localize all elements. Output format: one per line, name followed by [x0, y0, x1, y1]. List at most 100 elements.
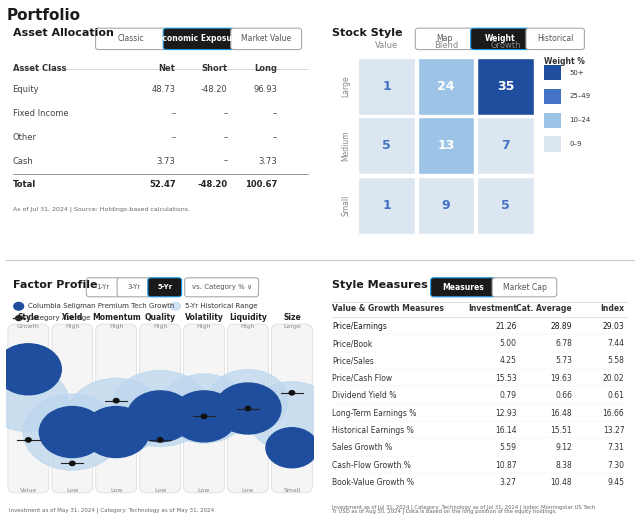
Text: High: High — [109, 324, 124, 329]
Text: 15.53: 15.53 — [495, 374, 516, 383]
FancyBboxPatch shape — [185, 278, 259, 297]
Text: Measures: Measures — [442, 283, 484, 292]
FancyBboxPatch shape — [418, 117, 474, 174]
Text: 20.02: 20.02 — [603, 374, 625, 383]
FancyBboxPatch shape — [358, 117, 415, 174]
Text: 0–9: 0–9 — [569, 141, 582, 147]
Text: 0.79: 0.79 — [500, 391, 516, 400]
Text: 16.66: 16.66 — [603, 409, 625, 418]
Text: High: High — [65, 324, 79, 329]
Text: Short: Short — [202, 64, 228, 73]
Circle shape — [23, 394, 122, 470]
Text: Blend: Blend — [434, 41, 458, 49]
Text: Category Average: Category Average — [28, 315, 90, 321]
Text: 96.93: 96.93 — [253, 85, 277, 94]
Text: 24: 24 — [437, 80, 455, 93]
Text: 9.12: 9.12 — [556, 443, 572, 452]
FancyBboxPatch shape — [271, 324, 312, 493]
Text: Market Cap: Market Cap — [502, 283, 547, 292]
FancyBboxPatch shape — [526, 28, 584, 49]
Text: Momentum: Momentum — [92, 313, 141, 322]
Text: 3.73: 3.73 — [157, 157, 175, 166]
Text: Other: Other — [13, 133, 36, 142]
Text: Volatility: Volatility — [184, 313, 223, 322]
Circle shape — [289, 391, 294, 395]
FancyBboxPatch shape — [418, 177, 474, 234]
Text: Historical Earnings %: Historical Earnings % — [332, 426, 414, 435]
Text: 5.59: 5.59 — [500, 443, 516, 452]
Text: 5-Yr Historical Range: 5-Yr Historical Range — [185, 304, 257, 309]
Text: As of Jul 31, 2024 | Source: Holdings-based calculations.: As of Jul 31, 2024 | Source: Holdings-ba… — [13, 207, 189, 212]
FancyBboxPatch shape — [52, 324, 93, 493]
Text: 9.45: 9.45 — [607, 478, 625, 487]
Circle shape — [70, 461, 75, 466]
Text: Yield: Yield — [61, 313, 83, 322]
Text: Portfolio: Portfolio — [6, 8, 81, 23]
Circle shape — [215, 383, 281, 434]
Text: 10–24: 10–24 — [569, 117, 590, 123]
Text: –: – — [223, 133, 228, 142]
FancyBboxPatch shape — [358, 58, 415, 115]
Text: –: – — [273, 133, 277, 142]
Circle shape — [127, 391, 193, 442]
Text: 29.03: 29.03 — [603, 322, 625, 331]
Circle shape — [171, 302, 180, 310]
Text: 7.31: 7.31 — [607, 443, 625, 452]
Text: 6.78: 6.78 — [556, 339, 572, 348]
Text: 5: 5 — [382, 139, 391, 153]
Circle shape — [245, 407, 251, 411]
FancyBboxPatch shape — [96, 324, 136, 493]
Text: 8.38: 8.38 — [556, 461, 572, 470]
Text: Value & Growth Measures: Value & Growth Measures — [332, 304, 444, 313]
Text: Classic: Classic — [118, 34, 144, 43]
FancyBboxPatch shape — [95, 28, 166, 49]
Text: Price/Sales: Price/Sales — [332, 357, 374, 366]
Text: 1: 1 — [382, 80, 391, 93]
Text: Asset Class: Asset Class — [13, 64, 66, 73]
Circle shape — [67, 378, 165, 454]
Text: Columbia Seligman Premium Tech Growth: Columbia Seligman Premium Tech Growth — [28, 304, 174, 309]
Text: High: High — [153, 324, 168, 329]
Text: Book-Value Growth %: Book-Value Growth % — [332, 478, 414, 487]
Text: Style Measures: Style Measures — [332, 280, 428, 290]
Text: Liquidity: Liquidity — [229, 313, 267, 322]
Text: 52.47: 52.47 — [149, 180, 175, 189]
Text: Low: Low — [154, 488, 166, 493]
Text: Price/Book: Price/Book — [332, 339, 372, 348]
Text: Historical: Historical — [537, 34, 573, 43]
Text: Cash-Flow Growth %: Cash-Flow Growth % — [332, 461, 411, 470]
Text: High: High — [196, 324, 211, 329]
FancyBboxPatch shape — [8, 324, 49, 493]
Text: 5: 5 — [501, 199, 510, 212]
Text: Total: Total — [13, 180, 36, 189]
Text: 16.48: 16.48 — [550, 409, 572, 418]
Text: Growth: Growth — [490, 41, 521, 49]
FancyBboxPatch shape — [477, 177, 534, 234]
Text: 5.73: 5.73 — [555, 357, 572, 366]
Text: 12.93: 12.93 — [495, 409, 516, 418]
Circle shape — [0, 370, 68, 432]
Text: –: – — [172, 109, 175, 118]
Text: Investment: Investment — [468, 304, 516, 313]
Text: Style: Style — [17, 313, 39, 322]
Text: Factor Profile: Factor Profile — [13, 280, 97, 290]
Text: 5.00: 5.00 — [500, 339, 516, 348]
Text: -48.20: -48.20 — [198, 180, 228, 189]
FancyBboxPatch shape — [184, 324, 225, 493]
Circle shape — [171, 391, 237, 442]
FancyBboxPatch shape — [228, 324, 268, 493]
Text: –: – — [223, 157, 228, 166]
FancyBboxPatch shape — [117, 278, 151, 297]
Bar — [545, 89, 561, 104]
Text: –: – — [172, 133, 175, 142]
Text: Index: Index — [600, 304, 625, 313]
Text: 3.73: 3.73 — [258, 157, 277, 166]
Circle shape — [14, 302, 24, 310]
FancyBboxPatch shape — [477, 58, 534, 115]
Text: 10.48: 10.48 — [550, 478, 572, 487]
Circle shape — [26, 438, 31, 442]
Circle shape — [113, 399, 119, 403]
Text: 28.89: 28.89 — [550, 322, 572, 331]
Text: –: – — [273, 109, 277, 118]
Text: High: High — [241, 324, 255, 329]
